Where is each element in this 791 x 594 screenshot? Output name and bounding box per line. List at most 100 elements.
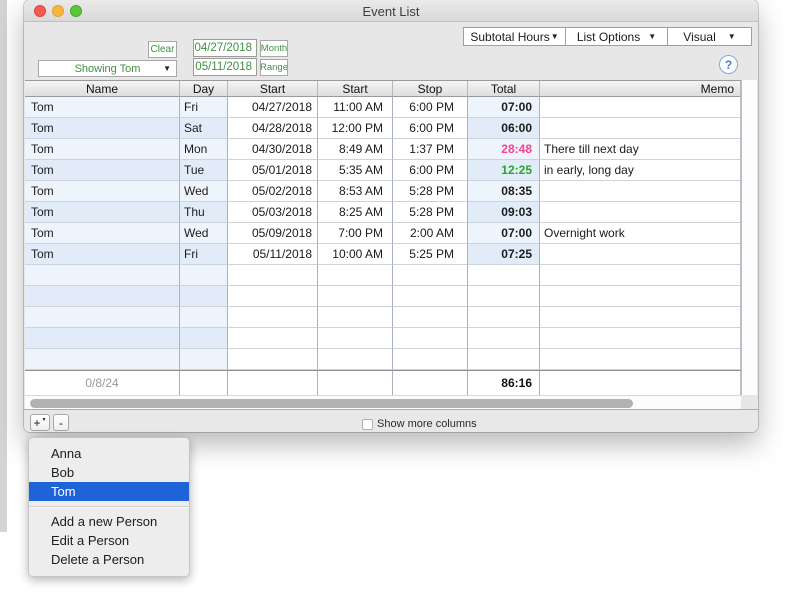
range-button[interactable]: Range bbox=[260, 59, 288, 76]
minimize-button[interactable] bbox=[52, 5, 64, 17]
menu-item-add-a-new-person[interactable]: Add a new Person bbox=[51, 514, 158, 529]
cell-memo[interactable] bbox=[540, 349, 741, 370]
horizontal-scrollbar-track[interactable] bbox=[25, 395, 741, 409]
cell-name[interactable] bbox=[25, 328, 180, 349]
cell-start-date[interactable]: 05/11/2018 bbox=[228, 244, 318, 265]
column-header-stop[interactable]: Stop bbox=[393, 81, 468, 97]
menu-item-person-tom[interactable]: Tom bbox=[29, 482, 189, 501]
cell-day[interactable]: Wed bbox=[180, 181, 228, 202]
column-header-memo[interactable]: Memo bbox=[540, 81, 741, 97]
cell-total[interactable] bbox=[468, 265, 540, 286]
cell-total[interactable] bbox=[468, 286, 540, 307]
menu-item-person-bob[interactable]: Bob bbox=[51, 465, 75, 480]
month-button[interactable]: Month bbox=[260, 40, 288, 57]
column-header-day[interactable]: Day bbox=[180, 81, 228, 97]
column-header-total[interactable]: Total bbox=[468, 81, 540, 97]
cell-start-date[interactable]: 04/30/2018 bbox=[228, 139, 318, 160]
cell-stop-time[interactable]: 6:00 PM bbox=[393, 97, 468, 118]
menu-item-delete-a-person[interactable]: Delete a Person bbox=[51, 552, 145, 567]
subtotal-hours-dropdown[interactable]: Subtotal Hours ▼ bbox=[463, 27, 566, 46]
cell-name[interactable]: Tom bbox=[25, 139, 180, 160]
cell-start-time[interactable]: 8:53 AM bbox=[318, 181, 393, 202]
cell-name[interactable] bbox=[25, 265, 180, 286]
cell-day[interactable] bbox=[180, 349, 228, 370]
cell-stop-time[interactable]: 6:00 PM bbox=[393, 118, 468, 139]
cell-day[interactable]: Wed bbox=[180, 223, 228, 244]
cell-start-date[interactable] bbox=[228, 349, 318, 370]
cell-day[interactable] bbox=[180, 286, 228, 307]
cell-start-time[interactable]: 8:25 AM bbox=[318, 202, 393, 223]
cell-memo[interactable]: There till next day bbox=[540, 139, 741, 160]
cell-memo[interactable]: Overnight work bbox=[540, 223, 741, 244]
cell-name[interactable] bbox=[25, 307, 180, 328]
cell-name[interactable]: Tom bbox=[25, 160, 180, 181]
cell-name[interactable]: Tom bbox=[25, 181, 180, 202]
zoom-button[interactable] bbox=[70, 5, 82, 17]
date-to-field[interactable]: 05/11/2018 bbox=[193, 58, 257, 76]
cell-start-time[interactable]: 11:00 AM bbox=[318, 97, 393, 118]
clear-button[interactable]: Clear bbox=[148, 41, 177, 58]
cell-start-time[interactable] bbox=[318, 307, 393, 328]
cell-start-time[interactable]: 10:00 AM bbox=[318, 244, 393, 265]
cell-stop-time[interactable]: 5:28 PM bbox=[393, 181, 468, 202]
cell-memo[interactable] bbox=[540, 265, 741, 286]
vertical-scrollbar-track[interactable] bbox=[741, 80, 757, 395]
cell-stop-time[interactable]: 6:00 PM bbox=[393, 160, 468, 181]
column-header-start-time[interactable]: Start bbox=[318, 81, 393, 97]
cell-memo[interactable]: in early, long day bbox=[540, 160, 741, 181]
cell-start-time[interactable] bbox=[318, 286, 393, 307]
show-more-columns-control[interactable]: Show more columns bbox=[362, 418, 477, 430]
cell-day[interactable]: Tue bbox=[180, 160, 228, 181]
cell-day[interactable]: Mon bbox=[180, 139, 228, 160]
cell-memo[interactable] bbox=[540, 202, 741, 223]
cell-day[interactable]: Fri bbox=[180, 97, 228, 118]
cell-start-date[interactable]: 05/01/2018 bbox=[228, 160, 318, 181]
cell-memo[interactable] bbox=[540, 118, 741, 139]
cell-day[interactable]: Thu bbox=[180, 202, 228, 223]
cell-stop-time[interactable]: 5:25 PM bbox=[393, 244, 468, 265]
cell-start-date[interactable]: 04/27/2018 bbox=[228, 97, 318, 118]
cell-memo[interactable] bbox=[540, 286, 741, 307]
title-bar[interactable]: Event List bbox=[24, 0, 758, 22]
show-more-columns-checkbox[interactable] bbox=[362, 418, 373, 430]
cell-total[interactable]: 12:25 bbox=[468, 160, 540, 181]
cell-name[interactable]: Tom bbox=[25, 118, 180, 139]
cell-start-date[interactable] bbox=[228, 286, 318, 307]
cell-memo[interactable] bbox=[540, 181, 741, 202]
cell-total[interactable]: 09:03 bbox=[468, 202, 540, 223]
cell-name[interactable]: Tom bbox=[25, 244, 180, 265]
cell-memo[interactable] bbox=[540, 328, 741, 349]
cell-start-time[interactable]: 12:00 PM bbox=[318, 118, 393, 139]
remove-person-button[interactable]: - bbox=[53, 414, 69, 431]
cell-name[interactable] bbox=[25, 349, 180, 370]
cell-start-time[interactable] bbox=[318, 328, 393, 349]
cell-stop-time[interactable] bbox=[393, 286, 468, 307]
cell-stop-time[interactable] bbox=[393, 265, 468, 286]
cell-total[interactable]: 07:25 bbox=[468, 244, 540, 265]
cell-name[interactable]: Tom bbox=[25, 223, 180, 244]
cell-start-date[interactable] bbox=[228, 265, 318, 286]
cell-start-time[interactable] bbox=[318, 265, 393, 286]
cell-total[interactable]: 07:00 bbox=[468, 223, 540, 244]
cell-start-date[interactable]: 05/02/2018 bbox=[228, 181, 318, 202]
horizontal-scrollbar-thumb[interactable] bbox=[30, 399, 633, 408]
cell-start-time[interactable] bbox=[318, 349, 393, 370]
cell-start-date[interactable]: 05/09/2018 bbox=[228, 223, 318, 244]
cell-total[interactable] bbox=[468, 328, 540, 349]
list-options-dropdown[interactable]: List Options ▼ bbox=[565, 27, 668, 46]
menu-item-edit-a-person[interactable]: Edit a Person bbox=[51, 533, 130, 548]
column-header-name[interactable]: Name bbox=[25, 81, 180, 97]
date-from-field[interactable]: 04/27/2018 bbox=[193, 39, 257, 57]
cell-name[interactable]: Tom bbox=[25, 202, 180, 223]
cell-stop-time[interactable]: 5:28 PM bbox=[393, 202, 468, 223]
cell-stop-time[interactable] bbox=[393, 307, 468, 328]
cell-day[interactable] bbox=[180, 328, 228, 349]
cell-stop-time[interactable]: 1:37 PM bbox=[393, 139, 468, 160]
cell-day[interactable] bbox=[180, 307, 228, 328]
visual-dropdown[interactable]: Visual ▼ bbox=[667, 27, 752, 46]
cell-total[interactable]: 06:00 bbox=[468, 118, 540, 139]
cell-start-time[interactable]: 7:00 PM bbox=[318, 223, 393, 244]
cell-day[interactable]: Fri bbox=[180, 244, 228, 265]
cell-day[interactable] bbox=[180, 265, 228, 286]
cell-start-time[interactable]: 5:35 AM bbox=[318, 160, 393, 181]
